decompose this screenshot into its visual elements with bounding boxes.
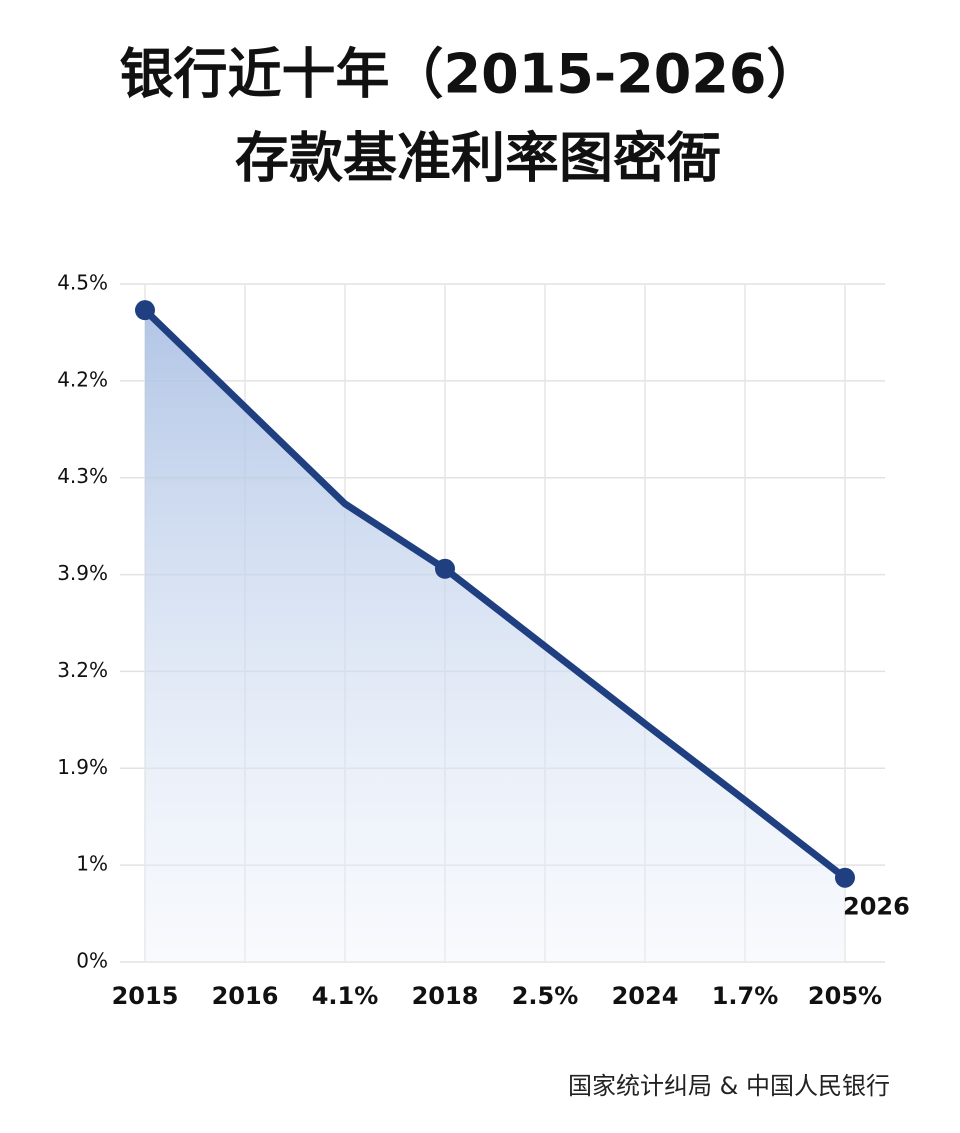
x-tick-label: 2018 xyxy=(412,982,479,1010)
y-tick-label: 0% xyxy=(76,949,108,973)
chart-title: 存款基准利率图密衙 xyxy=(235,127,721,190)
marker xyxy=(835,867,855,888)
x-tick-label: 2024 xyxy=(612,982,679,1010)
source: 国家统计纠局 & 中国人民银行 xyxy=(568,1072,890,1100)
chart-title: 银行近十年（2015-2026） xyxy=(120,43,821,106)
y-tick-label: 3.2% xyxy=(57,658,108,682)
line xyxy=(142,307,848,881)
y-tick-label: 4.3% xyxy=(57,464,108,488)
y-tick-label: 1.9% xyxy=(57,755,108,779)
x-tick-label: 205% xyxy=(808,982,882,1010)
y-tick-label: 4.5% xyxy=(57,271,108,295)
y-tick-label: 1% xyxy=(76,852,108,876)
marker xyxy=(135,300,155,321)
x-tick-label: 1.7% xyxy=(712,982,779,1010)
x-tick-label: 2016 xyxy=(212,982,279,1010)
y-tick-label: 3.9% xyxy=(57,561,108,585)
x-tick-label: 2.5% xyxy=(512,982,579,1010)
marker xyxy=(435,558,455,579)
x-tick-label: 2015 xyxy=(112,982,179,1010)
x-tick-label: 4.1% xyxy=(312,982,379,1010)
y-tick-label: 4.2% xyxy=(57,367,108,391)
annotation: 2026 xyxy=(843,893,910,921)
area xyxy=(145,310,845,962)
